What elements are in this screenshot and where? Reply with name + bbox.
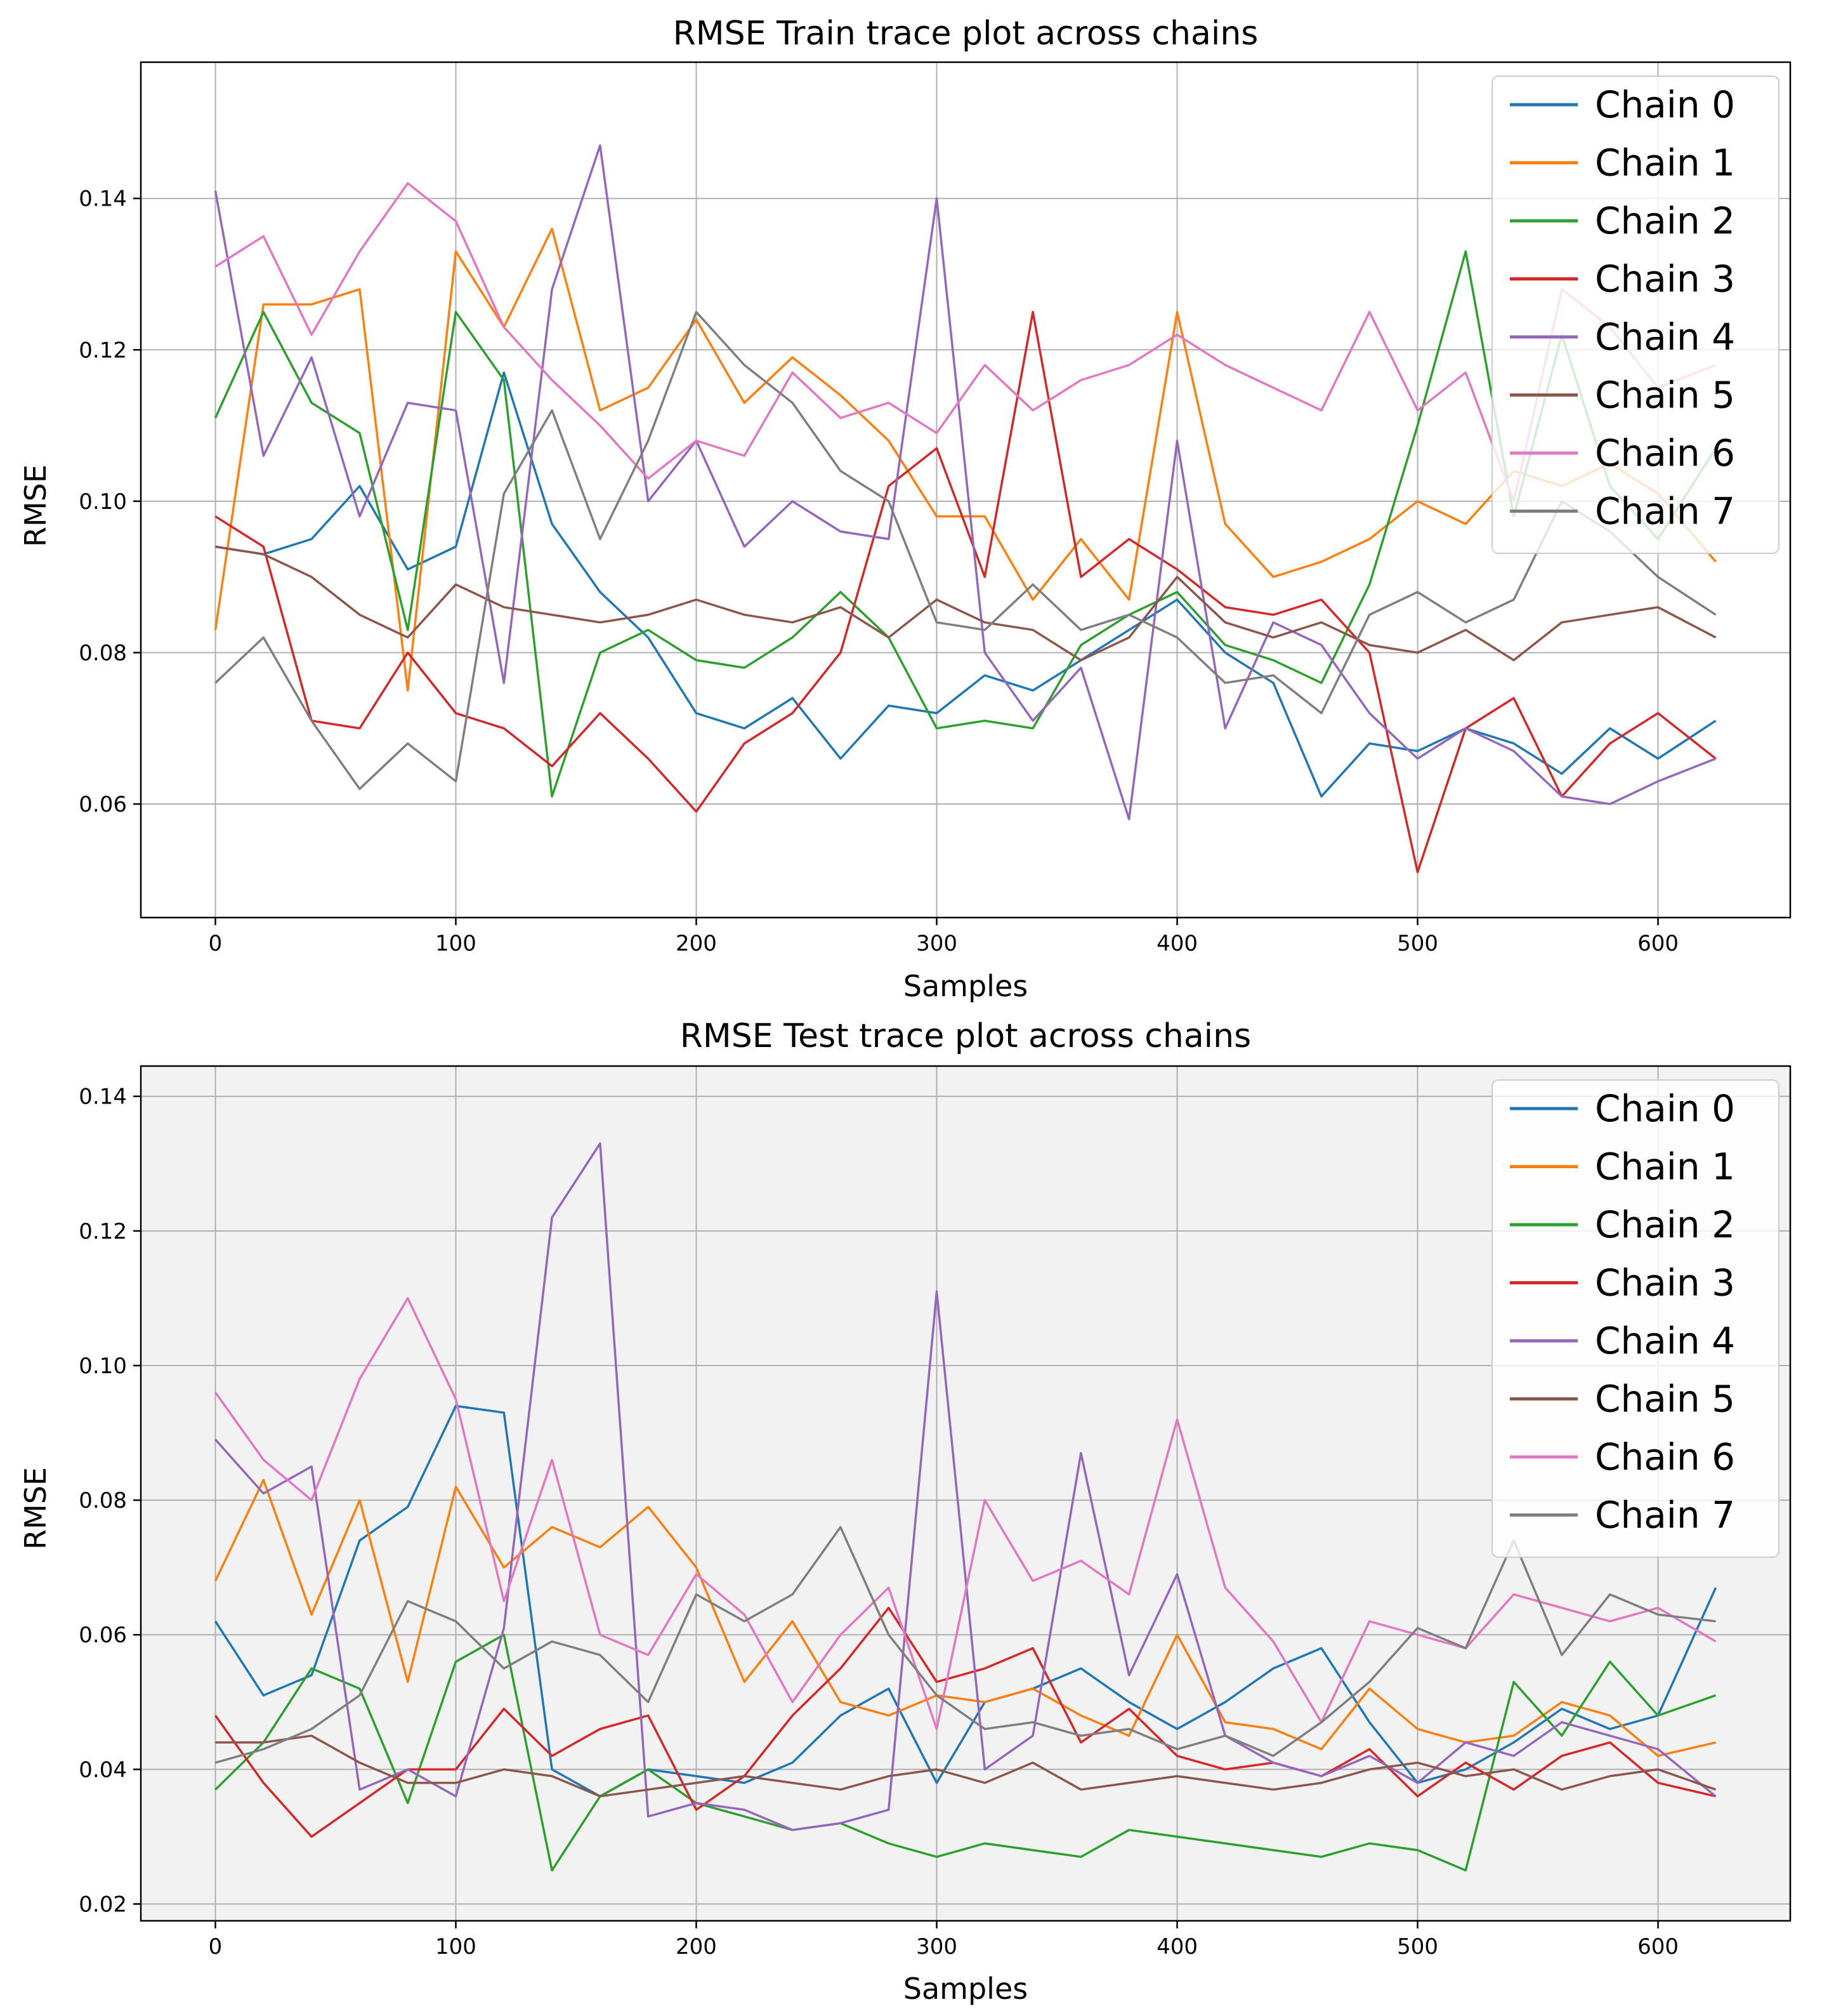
series-line-chain-2 — [214, 250, 1717, 798]
x-tick-label-3: 300 — [916, 1934, 957, 1960]
series-line-chain-0 — [214, 1404, 1717, 1798]
legend-label-chain-2: Chain 2 — [1595, 1203, 1735, 1246]
chart-title: RMSE Train trace plot across chains — [673, 15, 1259, 53]
y-axis-label: RMSE — [18, 1467, 53, 1550]
series-line-chain-1 — [214, 227, 1717, 692]
chart-title: RMSE Test trace plot across chains — [680, 1017, 1251, 1055]
y-tick-label-6: 0.14 — [79, 1084, 127, 1110]
legend-label-chain-3: Chain 3 — [1595, 258, 1735, 301]
y-tick-label-3: 0.08 — [79, 1488, 127, 1513]
legend-label-chain-4: Chain 4 — [1595, 315, 1735, 359]
x-tick-label-1: 100 — [435, 1934, 476, 1960]
series-line-chain-3 — [214, 310, 1717, 874]
legend-label-chain-3: Chain 3 — [1595, 1262, 1735, 1305]
y-tick-label-1: 0.04 — [79, 1757, 127, 1782]
y-tick-label-2: 0.06 — [79, 1623, 127, 1648]
legend-label-chain-1: Chain 1 — [1595, 1145, 1735, 1189]
x-tick-label-4: 400 — [1157, 1934, 1198, 1960]
series-line-chain-2 — [214, 1633, 1717, 1872]
y-tick-label-4: 0.14 — [79, 187, 127, 212]
chart-test-rmse: RMSE Test trace plot across chains Sampl… — [18, 1017, 1792, 2006]
legend-label-chain-6: Chain 6 — [1595, 432, 1735, 475]
legend-label-chain-2: Chain 2 — [1595, 199, 1735, 242]
legend-box — [1491, 1079, 1779, 1558]
series-line-chain-3 — [214, 1607, 1716, 1838]
legend-label-chain-0: Chain 0 — [1595, 1087, 1735, 1130]
x-tick-label-5: 500 — [1397, 1934, 1438, 1960]
series-line-chain-7 — [214, 310, 1717, 790]
axes-frame — [140, 61, 1792, 919]
x-tick-label-2: 200 — [676, 1934, 717, 1960]
series-line-chain-4 — [214, 1142, 1717, 1831]
x-tick-label-6: 600 — [1637, 1934, 1679, 1960]
y-tick-label-2: 0.10 — [79, 489, 127, 515]
y-tick-label-0: 0.06 — [79, 792, 127, 817]
x-axis-label: Samples — [903, 969, 1028, 1003]
y-tick-label-4: 0.10 — [79, 1354, 127, 1379]
chart-train-rmse: RMSE Train trace plot across chains Samp… — [18, 15, 1792, 1003]
legend-label-chain-4: Chain 4 — [1595, 1319, 1735, 1362]
legend-label-chain-5: Chain 5 — [1595, 1378, 1735, 1421]
y-tick-label-0: 0.02 — [79, 1892, 127, 1917]
legend-label-chain-7: Chain 7 — [1595, 1494, 1735, 1537]
legend-label-chain-7: Chain 7 — [1595, 490, 1735, 533]
series-line-chain-7 — [215, 1525, 1716, 1764]
legend-label-chain-1: Chain 1 — [1595, 142, 1735, 185]
x-tick-label-0: 0 — [209, 1934, 223, 1960]
x-tick-label-5: 500 — [1397, 931, 1438, 956]
series-line-chain-6 — [214, 182, 1717, 503]
series-line-chain-4 — [214, 144, 1717, 820]
x-tick-label-2: 200 — [676, 931, 717, 956]
x-tick-label-0: 0 — [209, 931, 223, 956]
legend-label-chain-0: Chain 0 — [1595, 83, 1735, 126]
x-tick-label-4: 400 — [1157, 931, 1198, 956]
axes-frame — [140, 1065, 1792, 1922]
y-tick-label-5: 0.12 — [79, 1219, 127, 1244]
y-tick-label-1: 0.08 — [79, 640, 127, 666]
y-tick-label-3: 0.12 — [79, 338, 127, 363]
series-line-chain-5 — [215, 1734, 1717, 1798]
x-tick-label-1: 100 — [435, 931, 476, 956]
x-tick-label-6: 600 — [1637, 931, 1679, 956]
legend-label-chain-6: Chain 6 — [1595, 1435, 1735, 1479]
series-line-chain-5 — [215, 545, 1717, 662]
legend-box — [1491, 76, 1779, 554]
x-tick-label-3: 300 — [916, 931, 957, 956]
series-line-chain-1 — [214, 1479, 1716, 1757]
y-axis-label: RMSE — [18, 464, 53, 547]
x-axis-label: Samples — [903, 1972, 1028, 2006]
legend-label-chain-5: Chain 5 — [1595, 374, 1735, 417]
